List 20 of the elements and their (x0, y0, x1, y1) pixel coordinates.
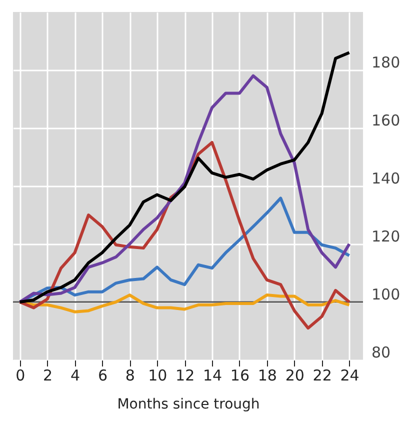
x-tick-label: 16 (230, 366, 250, 384)
x-tick-label: 6 (98, 366, 108, 384)
x-tick-label: 0 (16, 366, 26, 384)
x-tick-label: 4 (70, 366, 80, 384)
x-tick-label: 18 (258, 366, 277, 384)
y-tick-label: 120 (372, 228, 400, 246)
y-tick-label: 100 (372, 286, 400, 304)
y-tick-label: 180 (372, 54, 400, 72)
y-tick-label: 80 (372, 344, 391, 362)
x-axis-title: Months since trough (117, 396, 260, 412)
x-tick-label: 12 (176, 366, 195, 384)
x-tick-label: 14 (202, 366, 222, 384)
x-tick-label: 8 (125, 366, 135, 384)
y-tick-label: 140 (372, 170, 400, 188)
x-tick-label: 2 (43, 366, 53, 384)
x-tick-label: 24 (340, 366, 360, 384)
x-tick-label: 22 (312, 366, 332, 384)
y-tick-label: 160 (372, 112, 400, 130)
x-tick-label: 10 (148, 366, 168, 384)
x-tick-label: 20 (285, 366, 304, 384)
